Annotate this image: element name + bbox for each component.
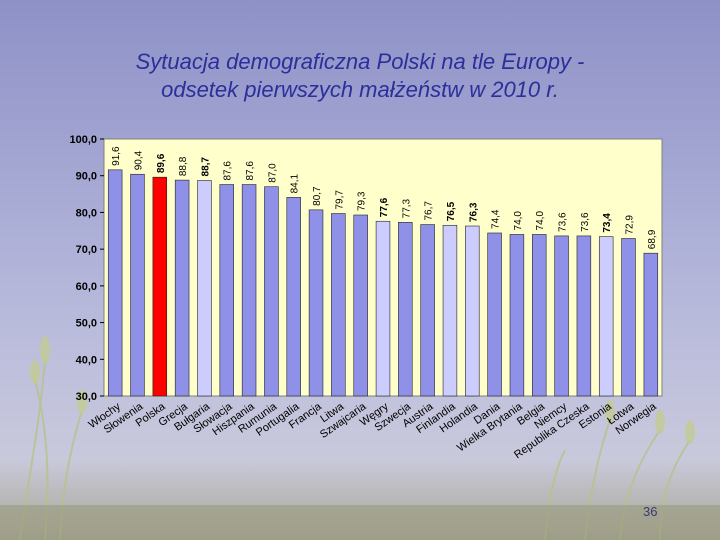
bar (398, 222, 413, 397)
bar-value-label: 88,7 (200, 157, 211, 177)
bar-value-label: 79,3 (357, 191, 368, 211)
bar-value-label: 87,0 (267, 163, 278, 183)
bar-value-label: 89,6 (156, 153, 167, 173)
y-tick-label: 90,0 (76, 171, 97, 183)
bar-value-label: 74,0 (535, 211, 546, 231)
page-number: 36 (643, 504, 658, 519)
bar (554, 235, 569, 397)
bar (598, 236, 614, 397)
bar-value-label: 79,7 (334, 190, 345, 210)
bar (532, 234, 547, 397)
bar (308, 209, 324, 397)
page-title: Sytuacja demograficzna Polski na tle Eur… (60, 48, 660, 104)
bar-value-label: 72,9 (625, 215, 636, 235)
bar (621, 238, 636, 397)
bar-value-label: 76,3 (468, 202, 479, 222)
bar (107, 169, 123, 397)
bar (197, 180, 212, 397)
bar (643, 252, 659, 397)
bar (576, 235, 592, 397)
y-tick-label: 60,0 (76, 281, 97, 293)
bar (331, 213, 346, 397)
bar-value-label: 76,7 (424, 201, 435, 221)
bar-value-label: 74,4 (491, 209, 502, 229)
bar-value-label: 84,1 (290, 173, 301, 193)
bar (420, 224, 435, 397)
bar-value-label: 73,6 (580, 212, 591, 232)
y-tick-label: 40,0 (76, 354, 97, 366)
bar (509, 234, 525, 397)
bar-value-label: 77,6 (379, 197, 390, 217)
bar-value-label: 73,4 (602, 213, 613, 233)
y-tick-label: 50,0 (76, 318, 97, 330)
bar (353, 214, 368, 397)
bar-value-label: 77,3 (401, 198, 412, 218)
bar (241, 184, 257, 397)
bar-value-label: 76,5 (446, 201, 457, 221)
bar-value-label: 80,7 (312, 186, 323, 206)
bar-value-label: 87,6 (223, 161, 234, 181)
bar (174, 179, 190, 397)
title-line-1: Sytuacja demograficzna Polski na tle Eur… (135, 49, 585, 74)
bar-value-label: 88,8 (178, 156, 189, 176)
bar-value-label: 90,4 (133, 150, 144, 170)
bar (286, 197, 301, 397)
bar (219, 184, 234, 397)
bar (465, 225, 480, 397)
bar-value-label: 68,9 (647, 229, 658, 249)
bar-value-label: 73,6 (558, 212, 569, 232)
bar (130, 173, 145, 397)
y-tick-label: 70,0 (76, 244, 97, 256)
title-line-2: odsetek pierwszych małżeństw w 2010 r. (161, 77, 559, 102)
bar (152, 176, 168, 397)
bar (442, 224, 458, 397)
bar (264, 186, 279, 397)
y-tick-label: 30,0 (76, 391, 97, 403)
bar (487, 232, 502, 397)
bar-value-label: 91,6 (111, 146, 122, 166)
y-tick-label: 100,0 (69, 134, 97, 146)
bar (375, 220, 391, 397)
bar-value-label: 87,6 (245, 161, 256, 181)
bar-value-label: 74,0 (513, 211, 524, 231)
y-tick-label: 80,0 (76, 207, 97, 219)
